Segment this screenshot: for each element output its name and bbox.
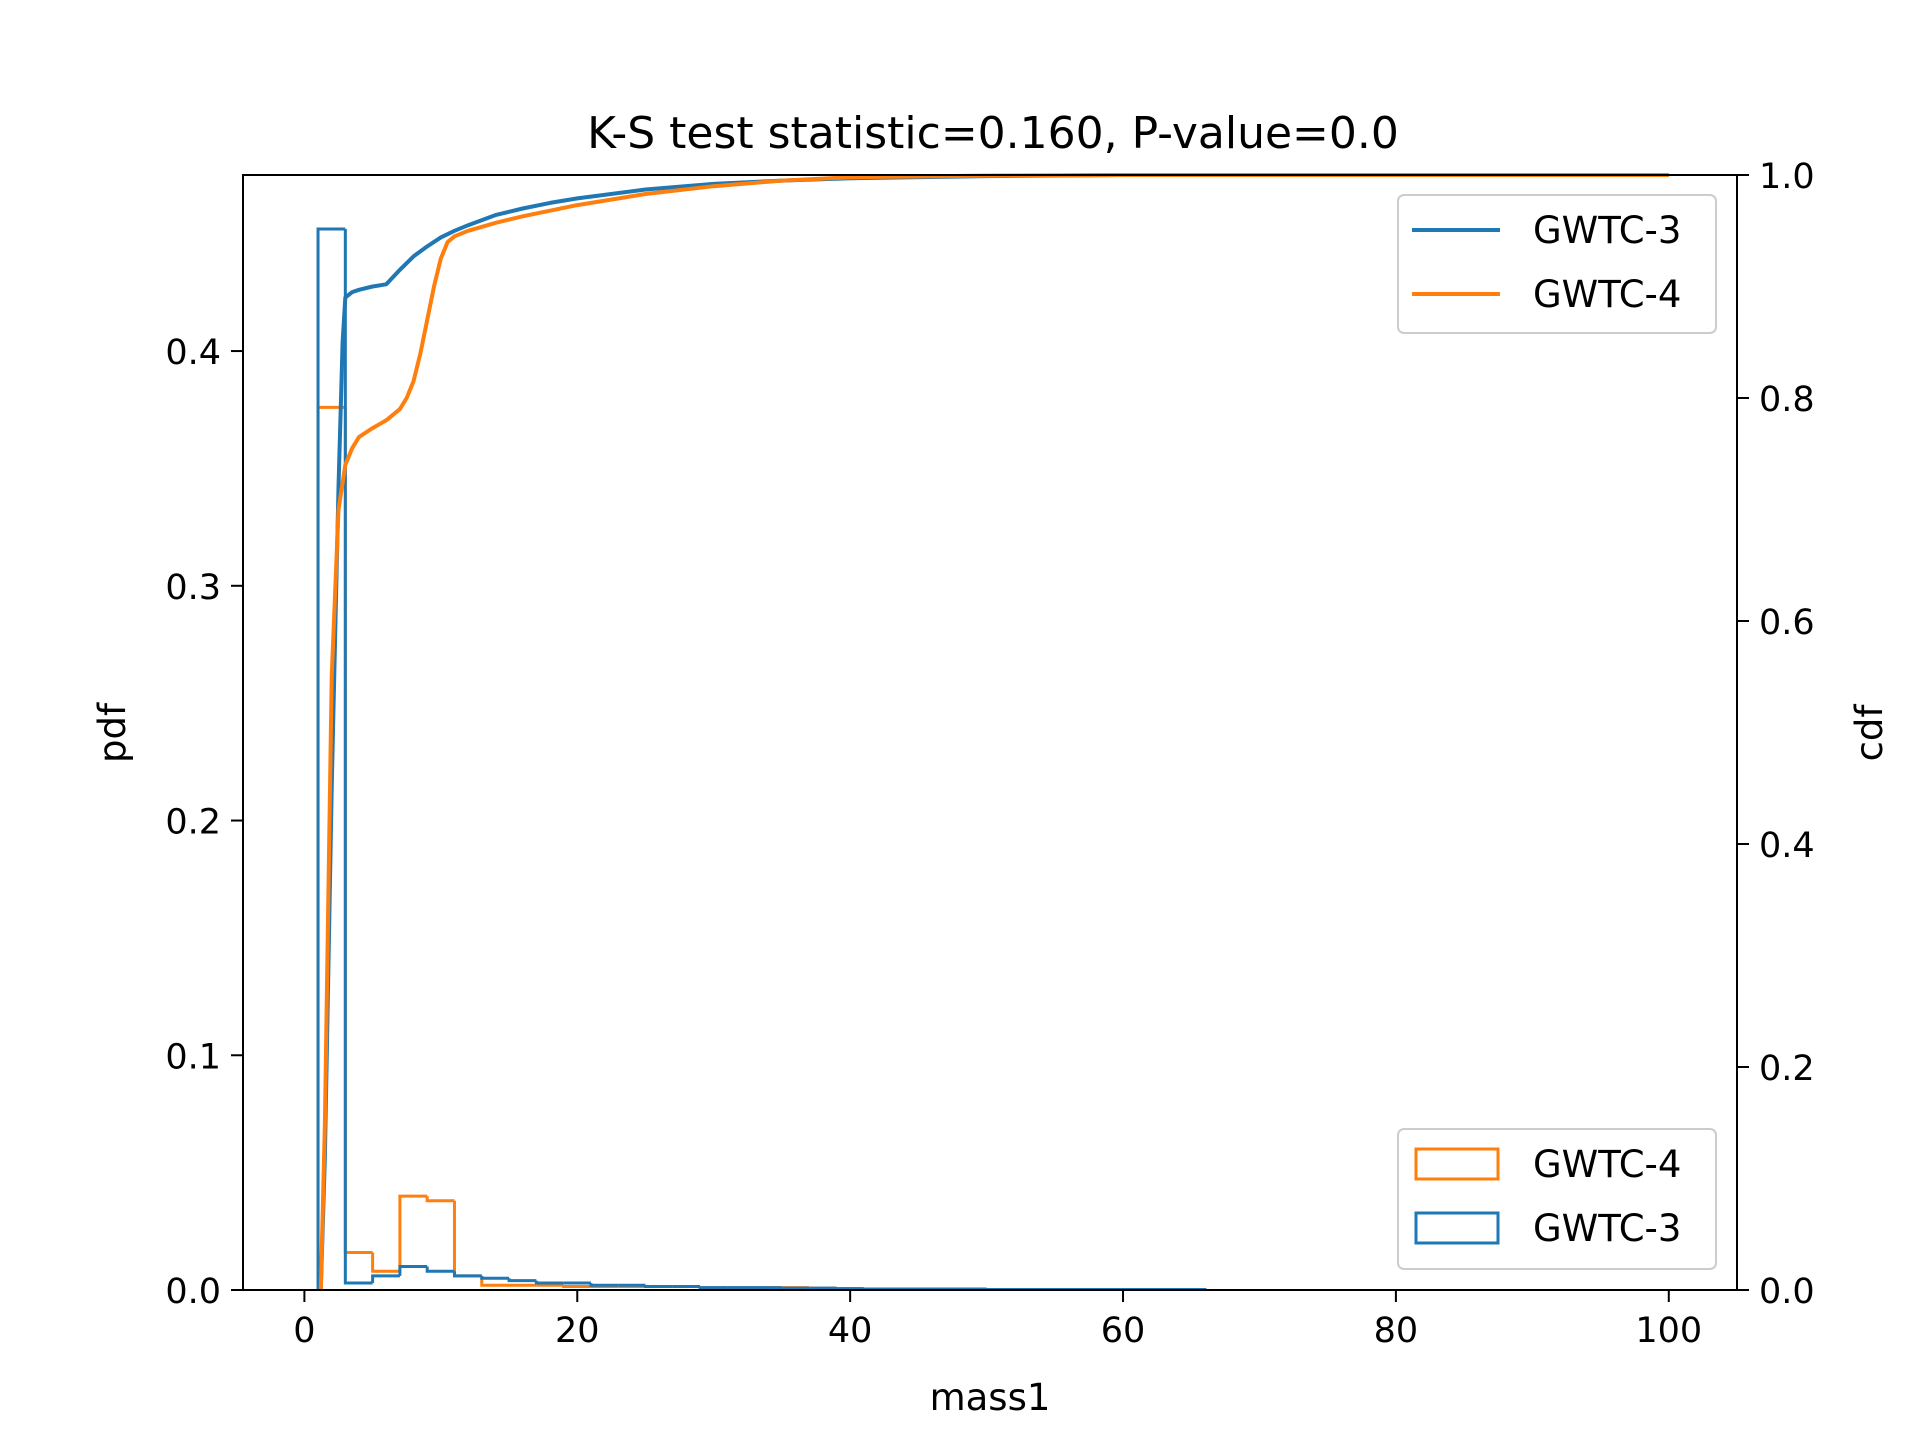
y-right-tick-label: 0.2 xyxy=(1759,1049,1815,1089)
y-left-tick-label: 0.4 xyxy=(165,333,221,373)
y-left-axis-label: pdf xyxy=(91,702,134,763)
x-tick-label: 60 xyxy=(1101,1311,1146,1351)
cdf-lines-layer xyxy=(318,173,1669,1291)
y-right-tick-label: 0.4 xyxy=(1759,826,1815,866)
legend-pdf-gwtc3-swatch xyxy=(1414,1211,1500,1245)
x-tick-label: 40 xyxy=(828,1311,873,1351)
histogram-bin-gwtc3 xyxy=(507,1278,537,1283)
x-axis-ticks: 0 20 40 60 80 100 xyxy=(293,1290,1702,1351)
histogram-bin-gwtc3 xyxy=(452,1271,482,1278)
legend-cdf: GWTC-3 GWTC-4 xyxy=(1397,194,1717,334)
legend-pdf-box xyxy=(1397,1128,1717,1270)
legend-pdf-gwtc4-swatch xyxy=(1414,1147,1500,1181)
y-left-tick-label: 0.1 xyxy=(165,1037,221,1077)
histogram-bin-gwtc3 xyxy=(316,227,346,1290)
x-tick-label: 100 xyxy=(1635,1311,1702,1351)
histogram-bin-gwtc3 xyxy=(589,1282,619,1287)
histogram-bin-gwtc3 xyxy=(643,1284,673,1288)
x-tick-label: 0 xyxy=(293,1311,315,1351)
histogram-bin-gwtc3 xyxy=(534,1280,564,1285)
legend-pdf: GWTC-4 GWTC-3 xyxy=(1397,1128,1717,1270)
legend-pdf-gwtc4-label: GWTC-4 xyxy=(1533,1143,1681,1186)
y-left-tick-label: 0.0 xyxy=(165,1272,221,1312)
y-left-tick-label: 0.3 xyxy=(165,568,221,608)
histogram-bin-gwtc4 xyxy=(425,1196,455,1203)
histogram-bin-gwtc4 xyxy=(371,1252,400,1273)
x-tick-label: 80 xyxy=(1374,1311,1419,1351)
x-tick-label: 20 xyxy=(555,1311,600,1351)
y-right-tick-label: 0.0 xyxy=(1759,1272,1815,1312)
y-left-axis-ticks: 0.0 0.1 0.2 0.3 0.4 xyxy=(165,333,243,1312)
histogram-bin-gwtc4 xyxy=(562,1284,591,1288)
legend-cdf-gwtc4-label: GWTC-4 xyxy=(1533,273,1681,316)
y-left-tick-label: 0.2 xyxy=(165,803,221,843)
histogram-bin-gwtc3 xyxy=(343,228,373,1285)
plot-area-frame xyxy=(242,174,1738,1291)
histogram-bin-gwtc3 xyxy=(480,1275,510,1280)
legend-cdf-gwtc3-label: GWTC-3 xyxy=(1533,209,1681,252)
legend-pdf-gwtc3-label: GWTC-3 xyxy=(1533,1207,1681,1250)
histogram-bin-gwtc3 xyxy=(698,1286,728,1290)
y-right-tick-label: 0.6 xyxy=(1759,603,1815,643)
histogram-bin-gwtc3 xyxy=(371,1274,400,1283)
chart-title: K-S test statistic=0.160, P-value=0.0 xyxy=(587,108,1399,159)
y-right-tick-label: 0.8 xyxy=(1759,380,1815,420)
x-axis-label: mass1 xyxy=(930,1376,1051,1419)
y-right-axis-label: cdf xyxy=(1848,704,1891,762)
histogram-bin-gwtc4 xyxy=(398,1194,428,1272)
histogram-bin-gwtc3 xyxy=(398,1265,428,1276)
y-right-axis-ticks: 0.0 0.2 0.4 0.6 0.8 1.0 xyxy=(1737,157,1815,1312)
cdf-line-gwtc4 xyxy=(318,173,1669,1291)
histogram-bin-gwtc3 xyxy=(425,1266,455,1273)
y-right-tick-label: 1.0 xyxy=(1759,157,1815,197)
